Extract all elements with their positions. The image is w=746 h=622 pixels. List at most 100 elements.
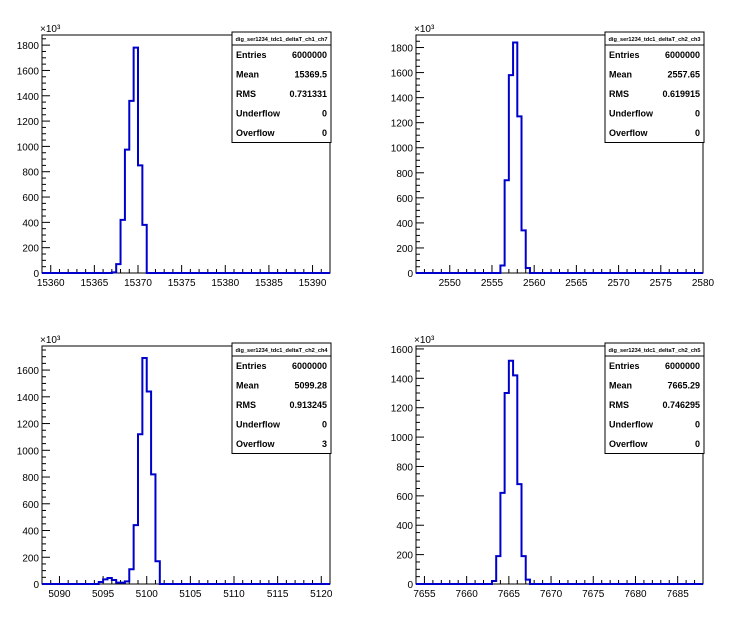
x-tick-label: 5110 <box>223 589 245 600</box>
axis-multiplier: ×10³ <box>414 335 435 346</box>
y-tick-label: 1400 <box>391 374 414 385</box>
stats-value: 6000000 <box>665 361 700 371</box>
x-tick-label: 15360 <box>37 278 65 289</box>
y-tick-label: 1000 <box>17 142 40 153</box>
stats-label: Underflow <box>609 420 654 430</box>
stats-value: 6000000 <box>292 361 327 371</box>
y-tick-label: 800 <box>22 168 39 179</box>
y-tick-label: 0 <box>33 580 39 591</box>
x-tick-label: 7660 <box>456 589 479 600</box>
stats-box: dig_ser1234_tdc1_deltaT_ch2_ch4 Entries 60… <box>231 342 332 454</box>
histogram-panel-1: 0 200 400 600 800 1000 1200 1400 1600 1800 15360 15… <box>17 24 332 289</box>
y-tick-label: 600 <box>396 492 413 503</box>
stats-value: 3 <box>322 439 327 449</box>
stats-label: Mean <box>236 381 259 391</box>
y-tick-label: 600 <box>22 500 39 511</box>
y-tick-label: 800 <box>22 473 39 484</box>
stats-value: 0.746295 <box>662 400 700 410</box>
y-tick-label: 1000 <box>391 433 414 444</box>
stats-value: 5099.28 <box>294 381 327 391</box>
y-tick-label: 1800 <box>17 41 40 52</box>
x-tick-label: 5090 <box>48 589 71 600</box>
y-tick-label: 1400 <box>391 94 414 105</box>
y-tick-label: 0 <box>33 269 39 280</box>
histogram-outline <box>42 357 330 585</box>
stats-value: 0.731331 <box>289 89 327 99</box>
stats-value: 0.619915 <box>662 89 700 99</box>
y-tick-label: 800 <box>396 462 413 473</box>
y-tick-label: 1600 <box>391 345 414 356</box>
stats-box: dig_ser1234_tdc1_deltaT_ch2_ch3 Entries 60… <box>604 31 705 143</box>
y-tick-label: 400 <box>22 218 39 229</box>
histogram-outline <box>416 41 703 274</box>
stats-label: Entries <box>609 50 640 60</box>
axis-multiplier: ×10³ <box>40 24 61 35</box>
histogram-outline <box>42 46 330 274</box>
histogram-panel-2: 0 200 400 600 800 1000 1200 1400 1600 1800 2550 255… <box>391 24 715 289</box>
stats-value: 6000000 <box>292 50 327 60</box>
histogram-panel-4: 0 200 400 600 800 1000 1200 1400 1600 7655 7660 766… <box>391 335 705 600</box>
x-tick-label: 7675 <box>582 589 605 600</box>
y-tick-label: 1400 <box>17 92 40 103</box>
y-tick-label: 600 <box>22 193 39 204</box>
stats-value: 2557.65 <box>667 70 700 80</box>
x-tick-label: 7655 <box>413 589 436 600</box>
y-tick-label: 400 <box>22 527 39 538</box>
stats-label: RMS <box>236 400 256 410</box>
y-tick-label: 200 <box>22 553 39 564</box>
y-tick-label: 1600 <box>391 69 414 80</box>
stats-box-frame <box>604 31 705 143</box>
axis-multiplier: ×10³ <box>414 24 435 35</box>
stats-value: 0 <box>695 420 700 430</box>
x-tick-label: 5095 <box>92 589 115 600</box>
stats-label: Overflow <box>609 128 649 138</box>
stats-value: 0 <box>322 109 327 119</box>
stats-label: RMS <box>236 89 256 99</box>
x-tick-label: 15365 <box>80 278 108 289</box>
stats-value: 15369.5 <box>294 70 327 80</box>
stats-box-frame <box>604 342 705 454</box>
stats-value: 7665.29 <box>667 381 700 391</box>
stats-label: RMS <box>609 89 629 99</box>
y-tick-label: 200 <box>22 244 39 255</box>
x-tick-label: 5105 <box>179 589 202 600</box>
x-tick-label: 7685 <box>667 589 690 600</box>
y-tick-label: 1800 <box>391 44 414 55</box>
y-tick-label: 1600 <box>17 66 40 77</box>
stats-value: 0 <box>695 109 700 119</box>
stats-box-frame <box>231 342 332 454</box>
x-tick-label: 2575 <box>650 278 673 289</box>
x-tick-label: 15375 <box>168 278 196 289</box>
stats-box: dig_ser1234_tdc1_deltaT_ch2_ch5 Entries 60… <box>604 342 705 454</box>
x-tick-label: 15370 <box>124 278 152 289</box>
x-tick-label: 5120 <box>310 589 333 600</box>
x-tick-label: 2560 <box>523 278 546 289</box>
y-tick-label: 1400 <box>17 393 40 404</box>
stats-box: dig_ser1234_tdc1_deltaT_ch1_ch7 Entries 60… <box>231 31 332 143</box>
histogram-panel-3: 0 200 400 600 800 1000 1200 1400 1600 5090 5095 510… <box>17 335 333 600</box>
x-tick-label: 2550 <box>439 278 462 289</box>
y-tick-label: 200 <box>396 244 413 255</box>
stats-label: Underflow <box>236 109 281 119</box>
stats-label: Overflow <box>236 439 276 449</box>
histogram-title: dig_ser1234_tdc1_deltaT_ch2_ch4 <box>235 348 328 354</box>
stats-value: 0.913245 <box>289 400 327 410</box>
y-tick-label: 1200 <box>391 119 414 130</box>
stats-label: Mean <box>609 70 632 80</box>
histogram-title: dig_ser1234_tdc1_deltaT_ch1_ch7 <box>235 37 327 43</box>
y-tick-label: 1200 <box>17 420 40 431</box>
y-tick-label: 800 <box>396 169 413 180</box>
x-tick-label: 7670 <box>540 589 563 600</box>
x-tick-label: 7665 <box>498 589 521 600</box>
stats-label: Overflow <box>236 128 276 138</box>
stats-box-frame <box>231 31 332 143</box>
y-tick-label: 1200 <box>391 404 414 415</box>
stats-label: RMS <box>609 400 629 410</box>
x-tick-label: 2565 <box>565 278 588 289</box>
y-tick-label: 1000 <box>17 446 40 457</box>
x-tick-label: 2580 <box>692 278 715 289</box>
x-tick-label: 15380 <box>211 278 239 289</box>
x-tick-label: 5100 <box>136 589 159 600</box>
x-tick-label: 5115 <box>267 589 289 600</box>
